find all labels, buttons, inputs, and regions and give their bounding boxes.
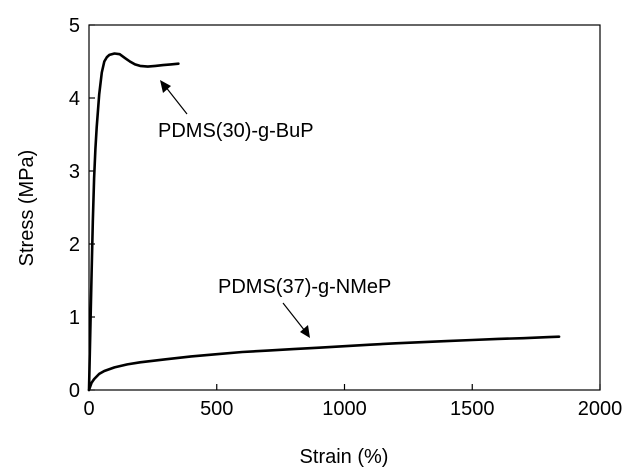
x-tick-label: 1000 — [322, 398, 367, 420]
series-line-2 — [87, 335, 561, 392]
x-tick-label: 1500 — [450, 398, 495, 420]
annotation-bup-arrow-head — [160, 80, 171, 93]
y-tick-label: 1 — [69, 307, 80, 329]
annotation-bup: PDMS(30)-g-BuP — [158, 80, 314, 142]
y-tick-label: 0 — [69, 380, 80, 402]
x-axis-label: Strain (%) — [300, 446, 389, 468]
x-tick-label: 2000 — [578, 398, 623, 420]
series-line-1 — [87, 52, 180, 392]
y-tick-label: 5 — [69, 15, 80, 37]
y-tick-label: 4 — [69, 88, 80, 110]
annotation-bup-arrow-line — [164, 85, 188, 115]
annotation-nmep: PDMS(37)-g-NMeP — [218, 276, 391, 338]
series-layer — [87, 52, 561, 392]
annotation-nmep-arrow-line — [282, 302, 306, 332]
y-tick-label: 2 — [69, 234, 80, 256]
y-tick-label: 3 — [69, 161, 80, 183]
annotation-nmep-label: PDMS(37)-g-NMeP — [218, 276, 391, 298]
x-tick-label: 500 — [200, 398, 233, 420]
plot-frame — [88, 24, 601, 391]
annotation-nmep-arrow-head — [300, 325, 310, 338]
y-axis-label: Stress (MPa) — [16, 150, 38, 267]
ticks-layer: 0 500 1000 1500 2000 0 1 2 3 4 5 — [69, 15, 622, 420]
annotation-bup-label: PDMS(30)-g-BuP — [158, 120, 314, 142]
x-tick-label: 0 — [83, 398, 94, 420]
plot-border — [88, 24, 601, 391]
